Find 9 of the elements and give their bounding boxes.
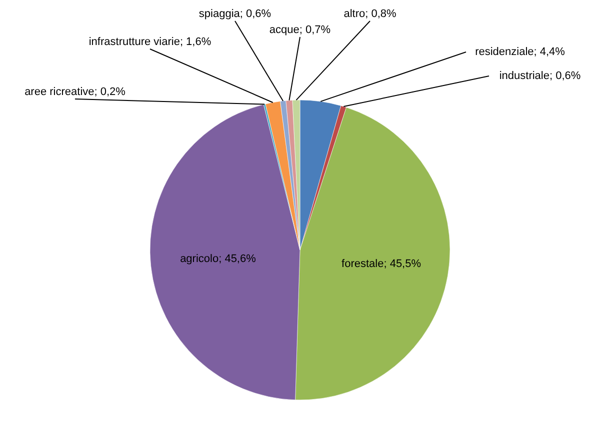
slice-label: infrastrutture viarie; 1,6% [88,36,212,48]
slice-label: forestale; 45,5% [342,258,422,270]
slice-label: residenziale; 4,4% [475,46,566,58]
slice-label: aree ricreative; 0,2% [24,86,126,98]
slice-label: acque; 0,7% [269,24,331,36]
slice-label: altro; 0,8% [344,8,397,20]
slice-label: agricolo; 45,6% [180,252,256,265]
slice-label: spiaggia; 0,6% [198,8,272,20]
slice-label: industriale; 0,6% [499,70,581,82]
